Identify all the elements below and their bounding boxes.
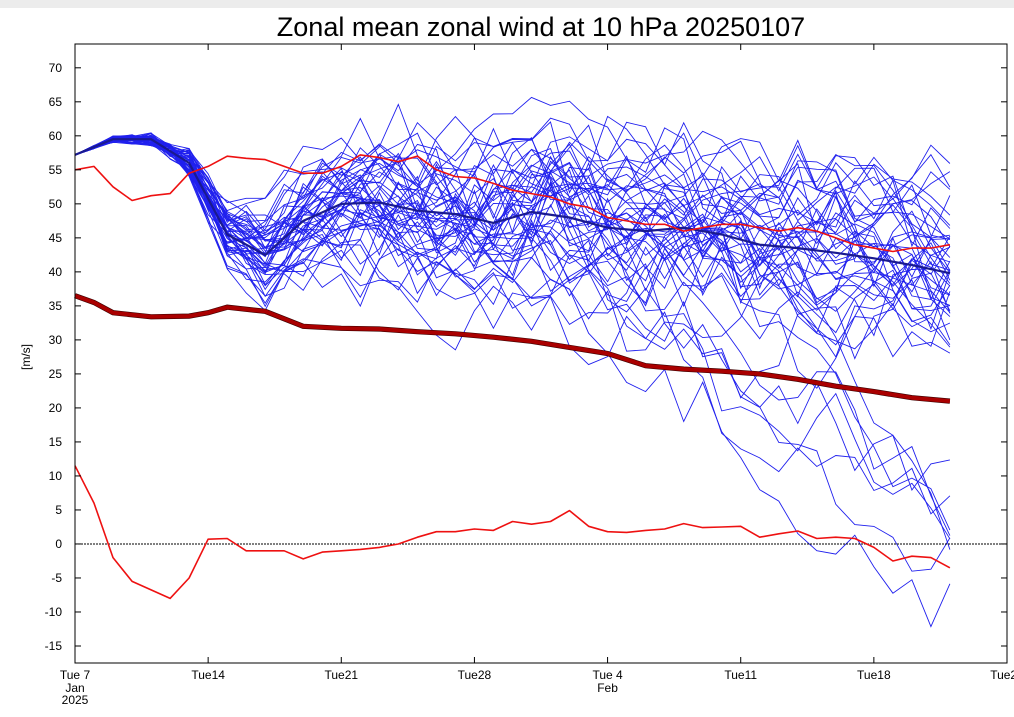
historical-max-line (74, 154, 951, 253)
y-tick-label: 0 (55, 537, 62, 551)
ensemble-member-line (74, 137, 951, 313)
y-tick-label: 5 (55, 503, 62, 517)
window-top-strip (0, 0, 1014, 8)
x-tick-year-label: 2025 (62, 693, 89, 707)
ensemble-member-line (74, 103, 951, 307)
y-tick-label: 50 (49, 197, 63, 211)
y-tick-label: 30 (49, 333, 63, 347)
x-tick-label: Tue 7 (60, 668, 91, 682)
y-tick-label: 20 (49, 401, 63, 415)
climatology-line (74, 293, 951, 404)
y-tick-label: 45 (49, 231, 63, 245)
ensemble-mean-line (74, 138, 951, 275)
x-tick-label: Tue25 (990, 668, 1014, 682)
x-tick-month-label: Feb (597, 681, 618, 695)
y-tick-label: 70 (49, 61, 63, 75)
historical-min-line (74, 465, 951, 600)
x-tick-label: Tue14 (191, 668, 225, 682)
y-tick-label: -5 (51, 571, 62, 585)
y-tick-label: 25 (49, 367, 63, 381)
y-tick-label: 55 (49, 163, 63, 177)
y-tick-label: 40 (49, 265, 63, 279)
ensemble-member-line (74, 121, 951, 243)
x-tick-label: Tue11 (724, 668, 757, 682)
ensemble-member-line (74, 121, 950, 312)
ensemble-member-line (74, 136, 950, 302)
y-tick-label: -15 (45, 639, 63, 653)
ensemble-member-line (74, 137, 950, 304)
summary-series (74, 138, 951, 600)
ensemble-member-line (74, 132, 951, 267)
ensemble-member-line (74, 138, 951, 351)
plot-frame (74, 43, 1008, 664)
x-tick-label: Tue 4 (592, 668, 623, 682)
chart-title: Zonal mean zonal wind at 10 hPa 20250107 (277, 12, 805, 42)
x-tick-label: Tue21 (324, 668, 358, 682)
x-tick-label: Tue28 (458, 668, 492, 682)
ensemble-member-line (74, 134, 951, 540)
y-axis-label: [m/s] (19, 344, 33, 370)
ensemble-members (74, 96, 951, 628)
ensemble-member-line (74, 135, 951, 295)
y-tick-label: 15 (49, 435, 63, 449)
y-tick-label: 60 (49, 129, 63, 143)
y-tick-label: 65 (49, 95, 63, 109)
y-tick-label: -10 (45, 605, 63, 619)
ensemble-member-line (74, 117, 951, 300)
x-tick-label: Tue18 (857, 668, 891, 682)
ensemble-member-line (74, 136, 951, 346)
y-tick-label: 35 (49, 299, 63, 313)
x-tick-month-label: Jan (65, 681, 84, 695)
y-tick-label: 10 (49, 469, 63, 483)
